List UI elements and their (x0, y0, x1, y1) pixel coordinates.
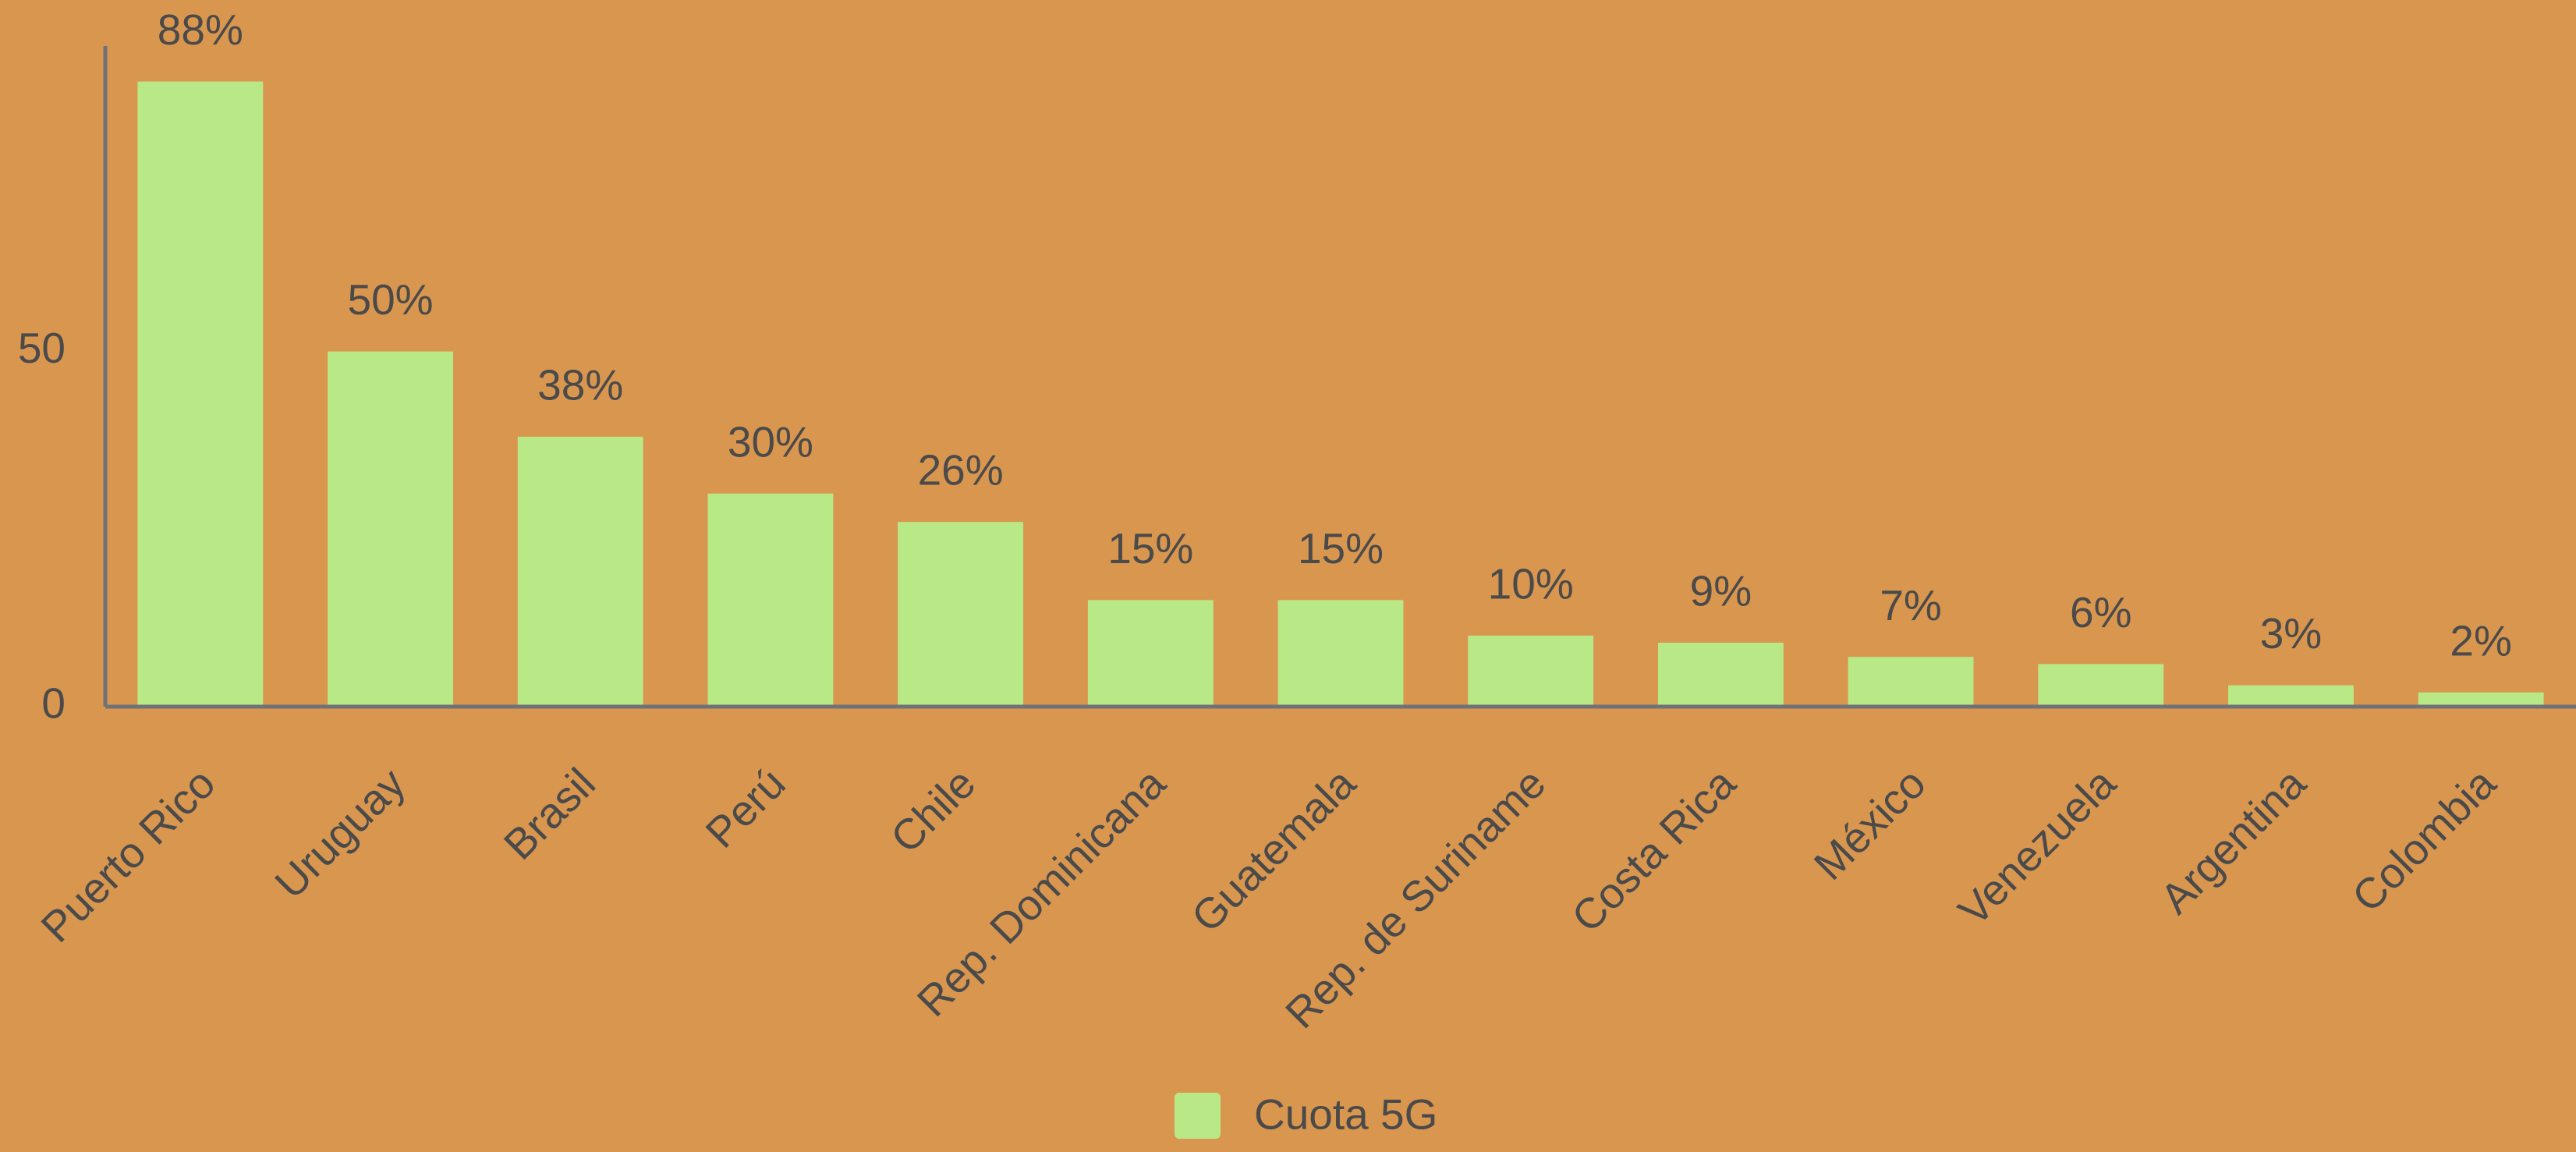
value-label: 26% (918, 446, 1004, 494)
bar (1848, 657, 1974, 707)
y-tick-label: 0 (41, 679, 66, 728)
bar (2418, 692, 2544, 707)
value-label: 3% (2260, 609, 2323, 658)
bar (2038, 664, 2164, 707)
value-label: 7% (1880, 581, 1942, 629)
bar (1468, 635, 1594, 707)
bar (707, 493, 834, 707)
bar (2228, 685, 2354, 707)
value-label: 2% (2450, 616, 2512, 665)
value-label: 10% (1488, 559, 1574, 608)
legend-swatch (1175, 1093, 1221, 1139)
bar (1277, 600, 1404, 707)
value-label: 30% (728, 417, 813, 466)
bar (517, 436, 643, 707)
value-label: 15% (1107, 524, 1193, 572)
value-label: 38% (537, 360, 623, 409)
bar (328, 351, 453, 707)
bar (898, 522, 1024, 707)
bar (137, 81, 264, 707)
value-label: 50% (347, 275, 433, 324)
bar (1657, 643, 1784, 707)
value-label: 6% (2070, 588, 2132, 636)
value-label: 88% (158, 5, 243, 54)
value-label: 15% (1298, 524, 1384, 572)
bar (1087, 600, 1214, 707)
value-label: 9% (1690, 567, 1752, 615)
legend-label: Cuota 5G (1254, 1090, 1437, 1139)
y-tick-label: 50 (18, 324, 66, 372)
